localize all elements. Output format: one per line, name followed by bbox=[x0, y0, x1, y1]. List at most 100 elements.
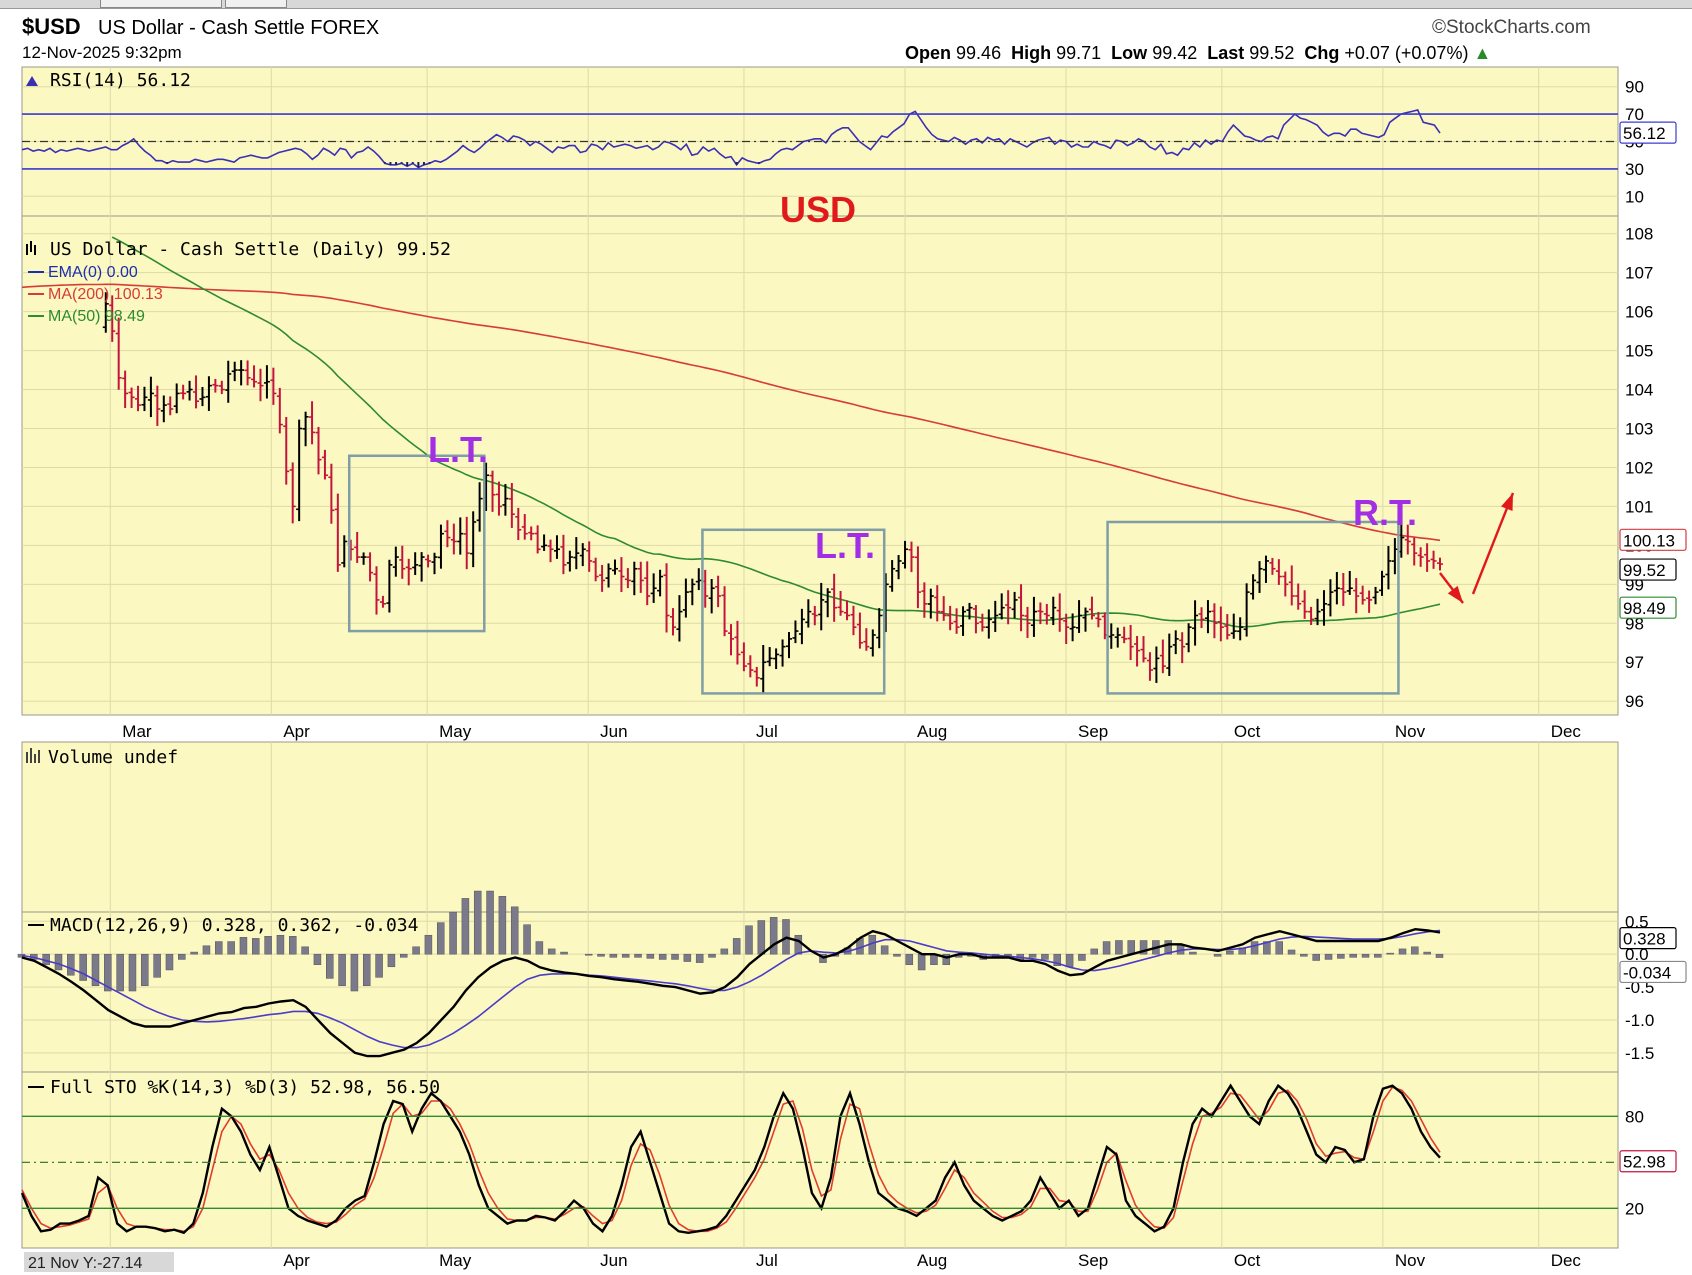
price-x-tick-label: Apr bbox=[283, 722, 310, 741]
macd-histogram-bar bbox=[1065, 953, 1074, 968]
macd-y-tick-label: 0.5 bbox=[1625, 912, 1649, 931]
macd-histogram-bar bbox=[165, 953, 174, 971]
annotation-usd: USD bbox=[780, 189, 856, 230]
open-label: Open bbox=[905, 43, 952, 63]
price-x-tick-label: Dec bbox=[1551, 722, 1582, 741]
high-value: 99.71 bbox=[1056, 43, 1102, 63]
macd-histogram-bar bbox=[1435, 953, 1444, 958]
macd-histogram-bar bbox=[905, 953, 914, 965]
macd-histogram-bar bbox=[1398, 948, 1407, 955]
rsi-line bbox=[21, 109, 1441, 169]
macd-y-tick-label: -1.0 bbox=[1625, 1011, 1654, 1030]
lt-box-1 bbox=[347, 454, 486, 633]
macd-histogram-bar bbox=[1213, 953, 1222, 957]
annotation-rt: R.T. bbox=[1353, 492, 1417, 533]
macd-histogram-bar bbox=[1423, 951, 1431, 955]
crosshair-readout: 21 Nov Y:-27.14 bbox=[28, 1255, 143, 1272]
panel-macd bbox=[21, 911, 1619, 1073]
macd-histogram-bar bbox=[239, 937, 248, 955]
macd-histogram-bar bbox=[1361, 953, 1370, 958]
macd-hist-last-value-box bbox=[1619, 960, 1687, 984]
price-x-tick-label: Jul bbox=[756, 722, 778, 741]
price-y-tick-label: 97 bbox=[1625, 653, 1644, 672]
macd-histogram-bar bbox=[510, 906, 519, 955]
sto-x-tick-label: Nov bbox=[1395, 1251, 1426, 1270]
price-x-tick-label: Nov bbox=[1395, 722, 1426, 741]
chg-value: +0.07 (+0.07%) bbox=[1344, 43, 1469, 63]
macd-histogram-bar bbox=[375, 953, 383, 978]
macd-histogram-bar bbox=[560, 951, 568, 955]
macd-histogram-bar bbox=[498, 896, 507, 955]
browser-tab-strip bbox=[0, 0, 1692, 9]
rsi-y-tick-label: 90 bbox=[1625, 78, 1644, 97]
chg-label: Chg bbox=[1304, 43, 1340, 63]
macd-histogram-bar bbox=[1374, 953, 1382, 958]
annotation-lt-1: L.T. bbox=[428, 429, 488, 470]
ohlc-readout: Open 99.46 High 99.71 Low 99.42 Last 99.… bbox=[905, 43, 1491, 64]
macd-histogram-bar bbox=[609, 953, 618, 958]
macd-histogram-bar bbox=[523, 924, 531, 955]
open-value: 99.46 bbox=[956, 43, 1002, 63]
rsi-title: RSI(14) 56.12 bbox=[50, 70, 191, 91]
macd-histogram-bar bbox=[141, 953, 149, 987]
macd-histogram-bar bbox=[683, 953, 692, 962]
macd-histogram-bar bbox=[153, 953, 161, 978]
browser-tab[interactable] bbox=[100, 0, 222, 8]
price-y-tick-label: 101 bbox=[1625, 497, 1653, 516]
macd-histogram-bar bbox=[1090, 948, 1098, 955]
low-label: Low bbox=[1111, 43, 1148, 63]
macd-histogram-bar bbox=[486, 890, 494, 955]
macd-histogram-bar bbox=[289, 936, 297, 955]
macd-histogram-bar bbox=[1312, 953, 1320, 961]
macd-histogram-bar bbox=[301, 946, 309, 955]
rsi-y-tick-label: 10 bbox=[1625, 187, 1644, 206]
price-x-tick-label: Oct bbox=[1234, 722, 1261, 741]
macd-histogram-bar bbox=[1349, 953, 1357, 958]
macd-last-value: 0.328 bbox=[1623, 930, 1666, 949]
macd-histogram-bar bbox=[449, 911, 457, 955]
stockcharts-credit[interactable]: ©StockCharts.com bbox=[1432, 17, 1591, 38]
price-x-tick-label: Sep bbox=[1078, 722, 1108, 741]
macd-histogram-bar bbox=[116, 953, 124, 992]
sto-y-tick-label: 20 bbox=[1625, 1199, 1644, 1218]
browser-tab[interactable] bbox=[225, 0, 287, 8]
macd-histogram-bar bbox=[535, 941, 544, 955]
macd-histogram-bar bbox=[252, 938, 260, 955]
chart-datetime: 12-Nov-2025 9:32pm bbox=[22, 43, 182, 62]
macd-histogram-bar bbox=[313, 953, 322, 965]
sto-x-tick-label: May bbox=[439, 1251, 472, 1270]
macd-histogram-bar bbox=[1189, 951, 1197, 955]
legend-entry: EMA(0) 0.00 bbox=[48, 264, 138, 281]
up-arrow bbox=[1471, 492, 1515, 595]
macd-histogram-bar bbox=[1250, 941, 1259, 955]
macd-last-value-box bbox=[1619, 927, 1677, 950]
macd-histogram-bar bbox=[893, 953, 901, 957]
rsi-icon bbox=[26, 76, 38, 86]
price-title: US Dollar - Cash Settle (Daily) 99.52 bbox=[50, 239, 451, 260]
macd-histogram-bar bbox=[1386, 952, 1394, 955]
sto-y-tick-label: 80 bbox=[1625, 1107, 1644, 1126]
symbol-description: US Dollar - Cash Settle FOREX bbox=[98, 17, 380, 39]
macd-line bbox=[21, 927, 1441, 1058]
rsi-y-tick-label: 30 bbox=[1625, 160, 1644, 179]
price-last-value: 99.52 bbox=[1623, 561, 1666, 580]
price-y-tick-label: 98 bbox=[1625, 614, 1644, 633]
ma200-last-value-box bbox=[1619, 528, 1687, 551]
rsi-last-value-box bbox=[1619, 121, 1677, 144]
macd-histogram-bar bbox=[178, 953, 186, 960]
volume-title: Volume undef bbox=[48, 747, 178, 768]
macd-histogram-bar bbox=[412, 946, 420, 955]
price-x-tick-label: Jun bbox=[600, 722, 627, 741]
macd-histogram-bar bbox=[276, 934, 285, 955]
macd-histogram-bar bbox=[1078, 953, 1086, 961]
sto-x-tick-label: Sep bbox=[1078, 1251, 1108, 1270]
macd-histogram-bar bbox=[79, 953, 87, 981]
price-x-tick-label: Mar bbox=[122, 722, 152, 741]
rsi-y-tick-label: 70 bbox=[1625, 105, 1644, 124]
ma200-line bbox=[21, 283, 1441, 542]
macd-histogram-bar bbox=[326, 953, 334, 979]
macd-histogram-bar bbox=[1300, 953, 1308, 957]
macd-histogram-bar bbox=[658, 953, 667, 960]
macd-histogram-bar bbox=[473, 890, 482, 955]
sto-last-value-box bbox=[1619, 1150, 1677, 1173]
